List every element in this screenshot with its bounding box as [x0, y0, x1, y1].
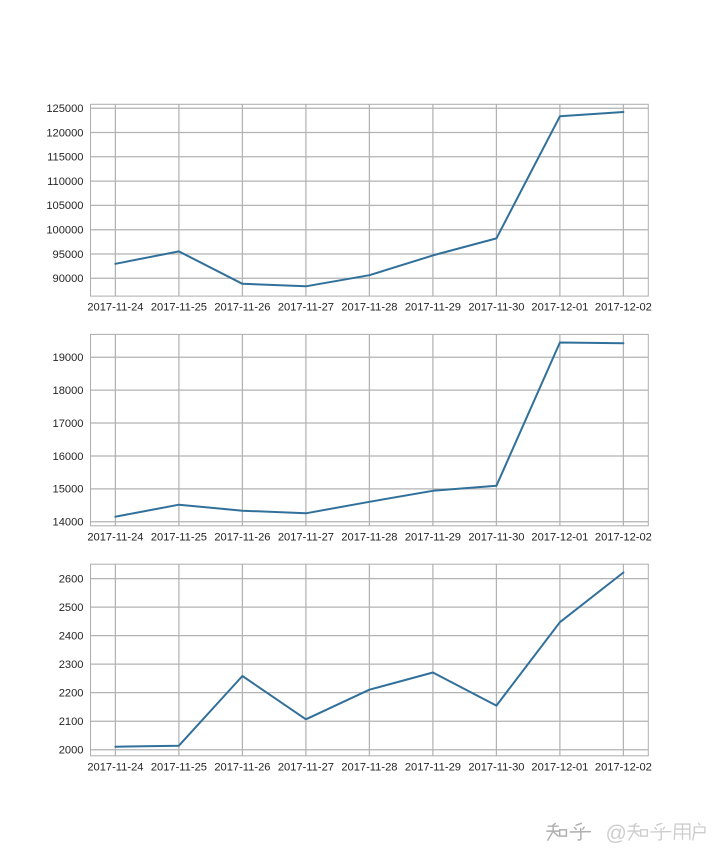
svg-text:2017-11-26: 2017-11-26 — [214, 761, 270, 773]
svg-text:19000: 19000 — [53, 352, 84, 364]
svg-text:2017-11-30: 2017-11-30 — [468, 531, 524, 543]
svg-text:@: @ — [606, 822, 627, 845]
svg-text:2017-12-01: 2017-12-01 — [531, 302, 588, 314]
svg-text:110000: 110000 — [47, 176, 83, 188]
svg-text:2017-11-25: 2017-11-25 — [151, 302, 207, 314]
svg-text:100000: 100000 — [46, 225, 83, 237]
svg-text:16000: 16000 — [53, 451, 84, 463]
svg-text:125000: 125000 — [46, 103, 83, 115]
svg-text:2400: 2400 — [59, 630, 84, 642]
svg-text:2017-12-02: 2017-12-02 — [595, 302, 652, 314]
svg-text:18000: 18000 — [53, 385, 84, 397]
svg-text:2017-11-28: 2017-11-28 — [341, 761, 397, 773]
svg-text:2017-11-29: 2017-11-29 — [405, 302, 461, 314]
svg-text:115000: 115000 — [47, 152, 83, 164]
svg-text:2017-11-26: 2017-11-26 — [214, 531, 270, 543]
svg-text:2017-11-27: 2017-11-27 — [278, 302, 334, 314]
svg-text:2200: 2200 — [59, 687, 84, 699]
svg-text:2017-11-24: 2017-11-24 — [87, 302, 143, 314]
svg-text:90000: 90000 — [53, 273, 84, 285]
svg-text:2600: 2600 — [59, 573, 84, 585]
svg-text:2017-11-25: 2017-11-25 — [151, 531, 207, 543]
svg-text:14000: 14000 — [53, 517, 84, 529]
svg-text:2017-12-01: 2017-12-01 — [531, 531, 588, 543]
svg-text:2017-11-24: 2017-11-24 — [87, 761, 143, 773]
svg-text:2000: 2000 — [59, 745, 84, 757]
svg-text:120000: 120000 — [46, 127, 83, 139]
svg-text:2017-11-27: 2017-11-27 — [278, 531, 334, 543]
svg-text:2017-11-28: 2017-11-28 — [341, 302, 397, 314]
svg-text:2017-12-02: 2017-12-02 — [595, 761, 652, 773]
svg-text:2017-11-25: 2017-11-25 — [151, 761, 207, 773]
svg-text:2017-12-01: 2017-12-01 — [531, 761, 588, 773]
svg-text:2100: 2100 — [59, 716, 84, 728]
svg-text:2017-11-29: 2017-11-29 — [405, 761, 461, 773]
svg-text:2300: 2300 — [59, 659, 84, 671]
svg-text:2017-11-28: 2017-11-28 — [341, 531, 397, 543]
svg-text:2017-11-29: 2017-11-29 — [405, 531, 461, 543]
svg-text:2500: 2500 — [59, 602, 84, 614]
svg-text:2017-12-02: 2017-12-02 — [595, 531, 652, 543]
svg-text:95000: 95000 — [53, 249, 84, 261]
svg-text:2017-11-30: 2017-11-30 — [468, 761, 524, 773]
svg-text:2017-11-27: 2017-11-27 — [278, 761, 334, 773]
svg-text:2017-11-26: 2017-11-26 — [214, 302, 270, 314]
svg-text:17000: 17000 — [53, 418, 84, 430]
svg-text:105000: 105000 — [46, 200, 83, 212]
svg-text:2017-11-24: 2017-11-24 — [87, 531, 143, 543]
svg-text:2017-11-30: 2017-11-30 — [468, 302, 524, 314]
svg-text:15000: 15000 — [53, 484, 84, 496]
